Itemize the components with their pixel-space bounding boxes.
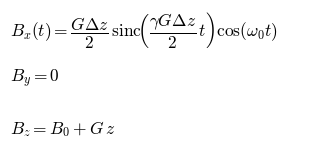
- Text: $\it{B_z} = \it{B_0} + G\,z$: $\it{B_z} = \it{B_0} + G\,z$: [10, 119, 115, 139]
- Text: $\it{B_y} = 0$: $\it{B_y} = 0$: [10, 67, 59, 90]
- Text: $\it{B_x}(t) = \dfrac{G\Delta z}{2}\,\mathrm{sinc}\!\left(\dfrac{\gamma G\Delta : $\it{B_x}(t) = \dfrac{G\Delta z}{2}\,\ma…: [10, 10, 277, 50]
